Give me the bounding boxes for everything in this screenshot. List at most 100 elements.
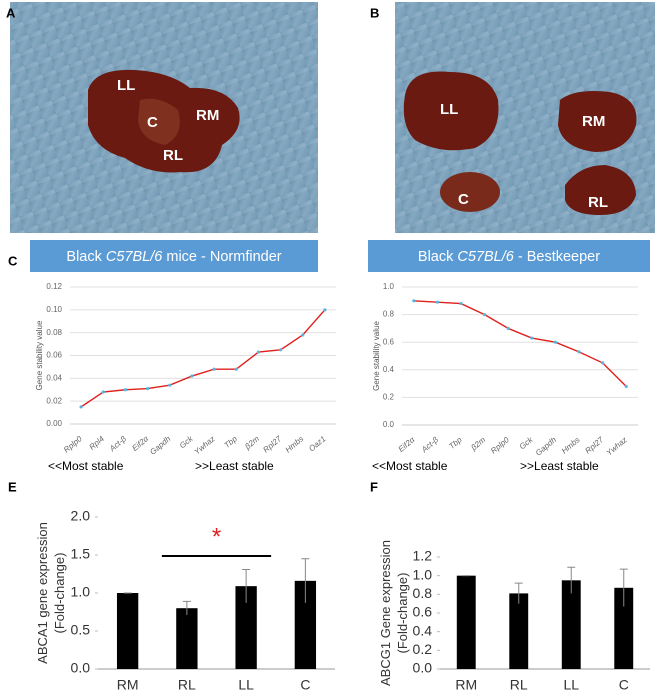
y-tick-label: 0.2 bbox=[413, 641, 433, 657]
x-tick-label: LL bbox=[238, 677, 254, 693]
panel-letter: E bbox=[8, 479, 17, 494]
x-tick-label: LL bbox=[563, 677, 579, 693]
y-axis-label: ABCG1 Gene expression bbox=[378, 540, 393, 686]
y-tick-label: 0.8 bbox=[383, 310, 395, 319]
point bbox=[79, 405, 83, 409]
photo-label: RM bbox=[196, 107, 219, 124]
bar bbox=[561, 580, 581, 669]
bar bbox=[456, 575, 476, 669]
y-tick-label: 0.4 bbox=[383, 365, 395, 374]
x-tick-label: Tbp bbox=[223, 434, 240, 450]
liver-lobe bbox=[138, 98, 180, 145]
point bbox=[256, 350, 261, 354]
annotation: <<Most stable bbox=[48, 459, 124, 473]
panel-letter: C bbox=[8, 253, 18, 268]
error-bar bbox=[514, 582, 523, 604]
y-tick-label: 0.8 bbox=[413, 585, 433, 601]
photo-label: RL bbox=[163, 147, 183, 164]
bar bbox=[176, 608, 198, 669]
point bbox=[435, 300, 439, 304]
x-tick-label: C bbox=[300, 677, 310, 693]
annotation: >>Least stable bbox=[195, 459, 274, 473]
point bbox=[506, 326, 510, 330]
point bbox=[412, 299, 416, 303]
photo-label: C bbox=[458, 191, 469, 208]
liver bbox=[558, 91, 637, 152]
x-tick-label: RL bbox=[510, 677, 528, 693]
y-tick-label: 0.0 bbox=[413, 660, 433, 676]
photo-label: RM bbox=[582, 113, 605, 130]
chart-title: Black C57BL/6 mice - Normfinder bbox=[66, 249, 281, 265]
series-line bbox=[80, 309, 326, 408]
y-tick-label: 0.02 bbox=[46, 396, 62, 405]
y-tick-label: 1.0 bbox=[413, 566, 433, 582]
x-tick-label: Act-β bbox=[107, 434, 128, 454]
point bbox=[190, 374, 194, 378]
x-tick-label: Rpl27 bbox=[583, 435, 605, 456]
y-tick-label: 1.2 bbox=[413, 548, 433, 564]
bar bbox=[294, 580, 317, 669]
annotation: * bbox=[212, 523, 221, 550]
chart-title: Black C57BL/6 - Bestkeeper bbox=[418, 249, 600, 265]
bar bbox=[116, 593, 139, 669]
liver bbox=[565, 165, 636, 215]
title-box bbox=[30, 240, 318, 272]
error-bar bbox=[567, 566, 576, 594]
y-tick-label: 0.12 bbox=[46, 282, 62, 291]
x-tick-label: Rpl27 bbox=[261, 434, 283, 455]
point bbox=[601, 361, 605, 365]
y-tick-label: 0.0 bbox=[71, 660, 91, 676]
point bbox=[577, 350, 581, 354]
photo-label: LL bbox=[117, 77, 135, 94]
y-tick-label: 0.04 bbox=[46, 373, 62, 382]
error-bar bbox=[301, 558, 310, 603]
y-axis-label: (Fold-change) bbox=[52, 553, 67, 634]
y-axis-label: Gene stability value bbox=[35, 320, 44, 390]
point bbox=[323, 308, 327, 312]
x-tick-label: C bbox=[619, 677, 629, 693]
x-tick-label: Rpl4 bbox=[88, 434, 107, 452]
x-tick-label: β2m bbox=[242, 434, 261, 452]
y-tick-label: 0.2 bbox=[383, 393, 395, 402]
x-tick-label: Hmbs bbox=[284, 434, 306, 454]
y-axis-label: (Fold-change) bbox=[395, 573, 410, 654]
annotation: >>Least stable bbox=[520, 459, 599, 473]
y-tick-label: 1.0 bbox=[383, 282, 395, 291]
y-tick-label: 1.5 bbox=[71, 546, 91, 562]
x-tick-label: Rplp0 bbox=[62, 434, 84, 455]
point bbox=[145, 387, 150, 391]
photo-label: C bbox=[147, 114, 158, 131]
x-tick-label: Gck bbox=[518, 435, 535, 452]
y-tick-label: 0.4 bbox=[413, 622, 433, 638]
y-tick-label: 0.08 bbox=[46, 328, 62, 337]
point bbox=[278, 348, 283, 352]
x-tick-label: Oaz1 bbox=[307, 434, 327, 453]
y-tick-label: 2.0 bbox=[71, 508, 91, 524]
x-tick-label: Act-β bbox=[419, 435, 440, 455]
photo-label: LL bbox=[440, 101, 458, 118]
point bbox=[301, 333, 305, 337]
point bbox=[212, 367, 216, 371]
x-tick-label: RM bbox=[117, 677, 139, 693]
point bbox=[553, 340, 558, 344]
x-tick-label: Eif2α bbox=[397, 435, 417, 454]
bar bbox=[509, 593, 529, 669]
x-tick-label: Ywhaz bbox=[605, 435, 629, 457]
y-axis-label: Gene stability value bbox=[372, 321, 381, 391]
point bbox=[168, 383, 172, 387]
point bbox=[530, 336, 534, 340]
point bbox=[234, 367, 238, 371]
x-tick-label: Gapdh bbox=[534, 435, 559, 458]
y-tick-label: 0.6 bbox=[413, 604, 433, 620]
x-tick-label: Rplp0 bbox=[489, 435, 511, 456]
panel-letter: B bbox=[370, 5, 379, 20]
point bbox=[101, 390, 105, 394]
y-tick-label: 0.6 bbox=[383, 337, 395, 346]
photo-label: RL bbox=[588, 194, 608, 211]
x-tick-label: β2m bbox=[469, 435, 488, 453]
point bbox=[624, 384, 628, 388]
x-tick-label: RL bbox=[178, 677, 196, 693]
annotation: <<Most stable bbox=[372, 459, 448, 473]
y-axis-label: ABCA1 gene expression bbox=[35, 522, 50, 664]
